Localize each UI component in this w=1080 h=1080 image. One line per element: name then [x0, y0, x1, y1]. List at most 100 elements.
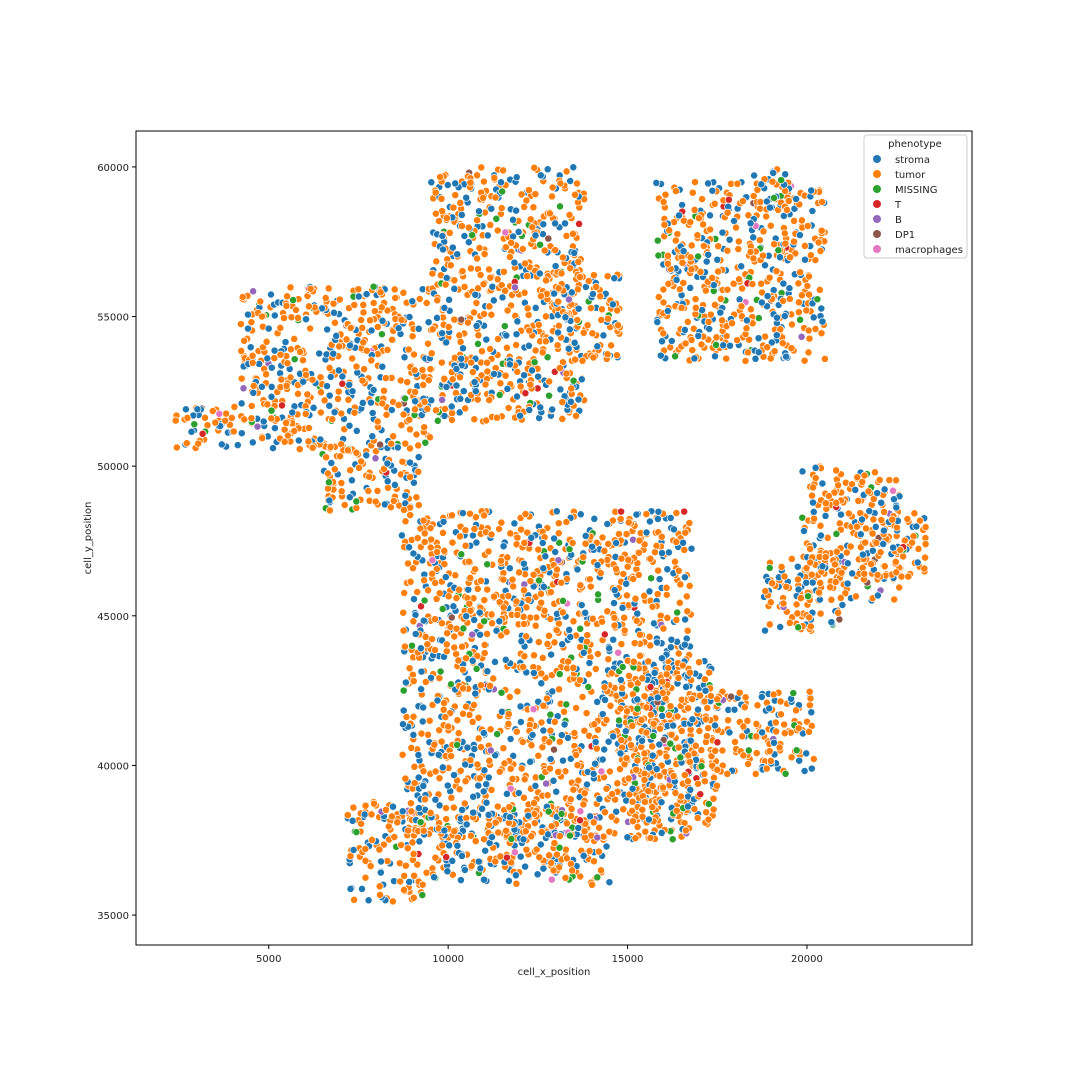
data-point	[763, 765, 770, 772]
data-point	[473, 665, 480, 672]
data-point	[633, 617, 640, 624]
data-point	[463, 194, 470, 201]
data-point	[622, 728, 629, 735]
data-point	[448, 614, 455, 621]
data-point	[764, 293, 771, 300]
data-point	[649, 743, 656, 750]
data-point	[579, 357, 586, 364]
data-point	[859, 551, 866, 558]
data-point	[792, 707, 799, 714]
data-point	[278, 376, 285, 383]
data-point	[525, 596, 532, 603]
data-point	[822, 500, 829, 507]
data-point	[368, 836, 375, 843]
data-point	[831, 561, 838, 568]
data-point	[485, 774, 492, 781]
data-point	[810, 484, 817, 491]
data-point	[480, 178, 487, 185]
data-point	[470, 701, 477, 708]
data-point	[766, 748, 773, 755]
data-point	[434, 297, 441, 304]
data-point	[410, 678, 417, 685]
data-point	[494, 227, 501, 234]
data-point	[547, 615, 554, 622]
data-point	[551, 718, 558, 725]
data-point	[377, 869, 384, 876]
data-point	[379, 400, 386, 407]
data-point	[268, 383, 275, 390]
data-point	[562, 314, 569, 321]
data-point	[807, 695, 814, 702]
data-point	[474, 255, 481, 262]
data-point	[522, 260, 529, 267]
data-point	[484, 668, 491, 675]
data-point	[505, 720, 512, 727]
data-point	[636, 652, 643, 659]
data-point	[623, 531, 630, 538]
data-point	[650, 720, 657, 727]
data-point	[230, 428, 237, 435]
data-point	[281, 438, 288, 445]
data-point	[459, 685, 466, 692]
data-point	[680, 248, 687, 255]
data-point	[697, 692, 704, 699]
data-point	[481, 597, 488, 604]
data-point	[441, 827, 448, 834]
data-point	[459, 268, 466, 275]
data-point	[399, 751, 406, 758]
data-point	[345, 396, 352, 403]
data-point	[547, 711, 554, 718]
data-point	[269, 445, 276, 452]
data-point	[808, 765, 815, 772]
data-point	[561, 721, 568, 728]
data-point	[440, 518, 447, 525]
data-point	[589, 615, 596, 622]
data-point	[881, 508, 888, 515]
data-point	[334, 395, 341, 402]
data-point	[299, 357, 306, 364]
data-point	[353, 498, 360, 505]
data-point	[689, 716, 696, 723]
data-point	[736, 296, 743, 303]
data-point	[426, 717, 433, 724]
data-point	[668, 731, 675, 738]
data-point	[719, 229, 726, 236]
data-point	[477, 682, 484, 689]
data-point	[443, 339, 450, 346]
data-point	[788, 754, 795, 761]
legend-label-missing: MISSING	[895, 185, 937, 196]
data-point	[551, 639, 558, 646]
data-point	[706, 212, 713, 219]
data-point	[827, 584, 834, 591]
data-point	[862, 525, 869, 532]
data-point	[450, 204, 457, 211]
data-point	[481, 650, 488, 657]
data-point	[752, 355, 759, 362]
data-point	[711, 722, 718, 729]
data-point	[445, 593, 452, 600]
data-point	[439, 529, 446, 536]
data-point	[248, 319, 255, 326]
data-point	[601, 696, 608, 703]
data-point	[688, 242, 695, 249]
data-point	[663, 591, 670, 598]
data-point	[822, 554, 829, 561]
data-point	[388, 440, 395, 447]
data-point	[569, 230, 576, 237]
data-point	[443, 854, 450, 861]
data-point	[539, 349, 546, 356]
data-point	[420, 517, 427, 524]
data-point	[420, 782, 427, 789]
data-point	[295, 437, 302, 444]
data-point	[531, 164, 538, 171]
data-point	[767, 599, 774, 606]
data-point	[550, 777, 557, 784]
data-point	[641, 776, 648, 783]
data-point	[597, 293, 604, 300]
data-point	[605, 315, 612, 322]
data-point	[828, 596, 835, 603]
data-point	[372, 498, 379, 505]
data-point	[267, 291, 274, 298]
data-point	[410, 550, 417, 557]
data-point	[415, 502, 422, 509]
